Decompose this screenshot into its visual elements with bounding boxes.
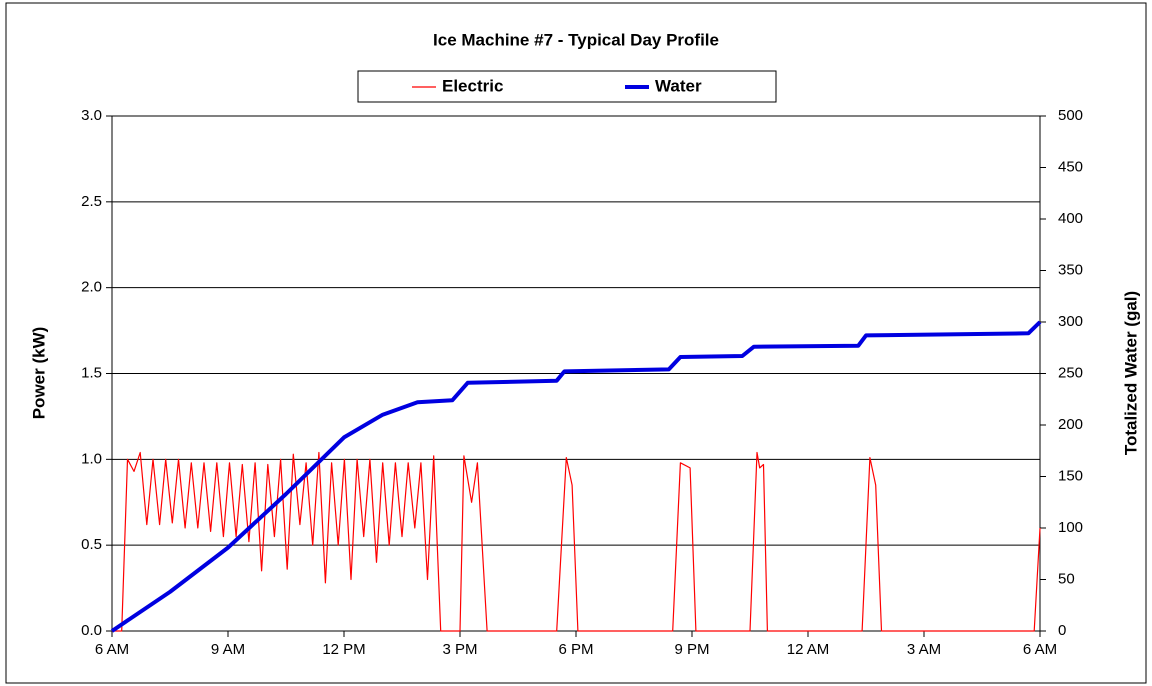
y2-tick-label: 200 <box>1058 416 1083 433</box>
x-tick-label: 3 PM <box>442 641 477 658</box>
series-line <box>110 320 1042 633</box>
y2-tick-label: 0 <box>1058 622 1066 639</box>
y2-tick-label: 150 <box>1058 467 1083 484</box>
x-tick-label: 9 PM <box>674 641 709 658</box>
y2-axis-label: Totalized Water (gal) <box>1121 291 1140 455</box>
x-tick-label: 6 PM <box>558 641 593 658</box>
x-tick-label: 6 AM <box>95 641 129 658</box>
chart-title: Ice Machine #7 - Typical Day Profile <box>433 30 719 49</box>
x-tick-label: 3 AM <box>907 641 941 658</box>
y2-tick-label: 50 <box>1058 570 1075 587</box>
y-axis-label: Power (kW) <box>29 327 48 420</box>
y-tick-label: 1.0 <box>81 450 102 467</box>
y-tick-label: 0.0 <box>81 622 102 639</box>
y2-tick-label: 500 <box>1058 107 1083 124</box>
legend-label: Water <box>655 76 702 95</box>
y-tick-label: 0.5 <box>81 536 102 553</box>
y2-tick-label: 100 <box>1058 519 1083 536</box>
legend-label: Electric <box>442 76 503 95</box>
y2-tick-label: 250 <box>1058 364 1083 381</box>
x-tick-label: 9 AM <box>211 641 245 658</box>
series-line <box>112 451 1041 632</box>
y2-tick-label: 300 <box>1058 313 1083 330</box>
x-tick-label: 12 AM <box>787 641 830 658</box>
y-tick-label: 1.5 <box>81 364 102 381</box>
y2-tick-label: 450 <box>1058 158 1083 175</box>
y2-tick-label: 350 <box>1058 261 1083 278</box>
y-tick-label: 2.0 <box>81 279 102 296</box>
y2-tick-label: 400 <box>1058 210 1083 227</box>
y-tick-label: 3.0 <box>81 107 102 124</box>
y-tick-label: 2.5 <box>81 193 102 210</box>
x-tick-label: 6 AM <box>1023 641 1057 658</box>
x-tick-label: 12 PM <box>322 641 365 658</box>
